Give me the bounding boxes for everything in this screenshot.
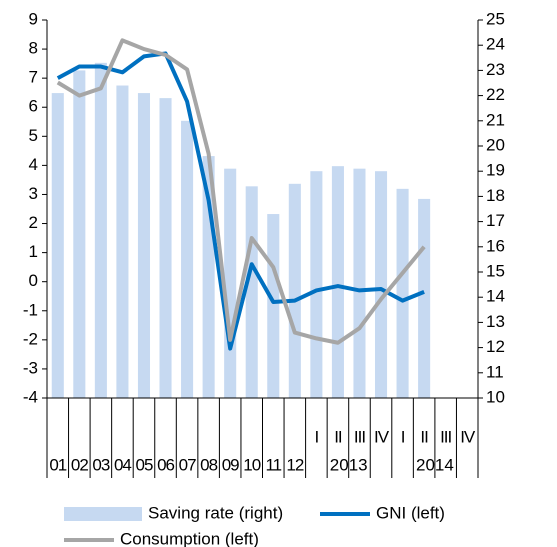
bar bbox=[94, 62, 107, 399]
y-tick-label: 1 bbox=[29, 242, 38, 261]
legend-label: Saving rate (right) bbox=[148, 503, 283, 522]
x-tick-label: 03 bbox=[92, 455, 109, 474]
line-series bbox=[56, 38, 426, 345]
y2-tick-label: 22 bbox=[486, 85, 505, 104]
legend-swatch bbox=[64, 507, 142, 521]
x-tick-label: III bbox=[354, 427, 365, 446]
y-tick-label: -4 bbox=[23, 387, 38, 406]
line-series bbox=[56, 51, 425, 351]
x-tick-label: 10 bbox=[243, 455, 260, 474]
x-tick-label: IV bbox=[460, 427, 476, 446]
bar bbox=[224, 168, 237, 398]
y-tick-label: 9 bbox=[29, 9, 38, 28]
y2-tick-label: 21 bbox=[486, 110, 505, 129]
x-tick-label: 02 bbox=[71, 455, 88, 474]
x-tick-label: 04 bbox=[114, 455, 131, 474]
y2-tick-label: 12 bbox=[486, 337, 505, 356]
group-label: 2014 bbox=[416, 455, 454, 474]
y2-tick-label: 11 bbox=[486, 362, 504, 381]
bar bbox=[159, 98, 172, 399]
y-tick-label: -1 bbox=[23, 300, 38, 319]
y-tick-label: 7 bbox=[29, 68, 38, 87]
x-tick-label: IV bbox=[374, 427, 390, 446]
y-tick-label: 4 bbox=[29, 155, 38, 174]
bar bbox=[116, 85, 129, 399]
bar bbox=[288, 183, 301, 398]
x-tick-label: 01 bbox=[49, 455, 66, 474]
bar bbox=[396, 188, 409, 398]
x-tick-label: 08 bbox=[200, 455, 217, 474]
legend-label: Consumption (left) bbox=[120, 529, 259, 547]
y-tick-label: -2 bbox=[23, 329, 38, 348]
y2-tick-label: 16 bbox=[486, 236, 505, 255]
y-tick-label: -3 bbox=[23, 358, 38, 377]
bar bbox=[245, 186, 258, 398]
y-tick-label: 3 bbox=[29, 184, 38, 203]
bar bbox=[73, 70, 86, 399]
x-tick-label: 11 bbox=[265, 455, 281, 474]
x-tick-label: II bbox=[334, 427, 342, 446]
y2-tick-label: 23 bbox=[486, 60, 505, 79]
x-tick-label: III bbox=[440, 427, 451, 446]
y-tick-label: 8 bbox=[29, 39, 38, 58]
y2-tick-label: 13 bbox=[486, 312, 505, 331]
x-tick-label: 05 bbox=[136, 455, 153, 474]
bar bbox=[353, 168, 366, 398]
y2-tick-label: 10 bbox=[486, 387, 505, 406]
y2-tick-label: 15 bbox=[486, 261, 505, 280]
y2-tick-label: 18 bbox=[486, 186, 505, 205]
y-tick-label: 5 bbox=[29, 126, 38, 145]
y2-tick-label: 14 bbox=[486, 287, 505, 306]
group-label: 2013 bbox=[330, 455, 368, 474]
y-tick-label: 6 bbox=[29, 97, 38, 116]
y2-tick-label: 20 bbox=[486, 135, 505, 154]
x-tick-label: II bbox=[420, 427, 428, 446]
bar bbox=[331, 166, 344, 398]
y2-tick-label: 19 bbox=[486, 161, 505, 180]
y2-tick-label: 17 bbox=[486, 211, 505, 230]
y2-tick-label: 25 bbox=[486, 9, 505, 28]
y-tick-label: 2 bbox=[29, 213, 38, 232]
bar bbox=[310, 171, 323, 398]
bar bbox=[181, 120, 194, 399]
y2-tick-label: 24 bbox=[486, 35, 505, 54]
bar bbox=[137, 93, 151, 398]
x-tick-label: I bbox=[315, 427, 319, 446]
x-tick-label: 12 bbox=[286, 455, 303, 474]
bar bbox=[418, 198, 431, 398]
x-tick-label: 09 bbox=[222, 455, 239, 474]
bar bbox=[374, 171, 388, 398]
x-tick-label: 06 bbox=[157, 455, 174, 474]
legend-label: GNI (left) bbox=[376, 503, 445, 522]
bar bbox=[51, 93, 64, 398]
bar bbox=[267, 214, 280, 398]
x-tick-label: I bbox=[401, 427, 405, 446]
x-tick-label: 07 bbox=[179, 455, 196, 474]
y-tick-label: 0 bbox=[29, 271, 38, 290]
